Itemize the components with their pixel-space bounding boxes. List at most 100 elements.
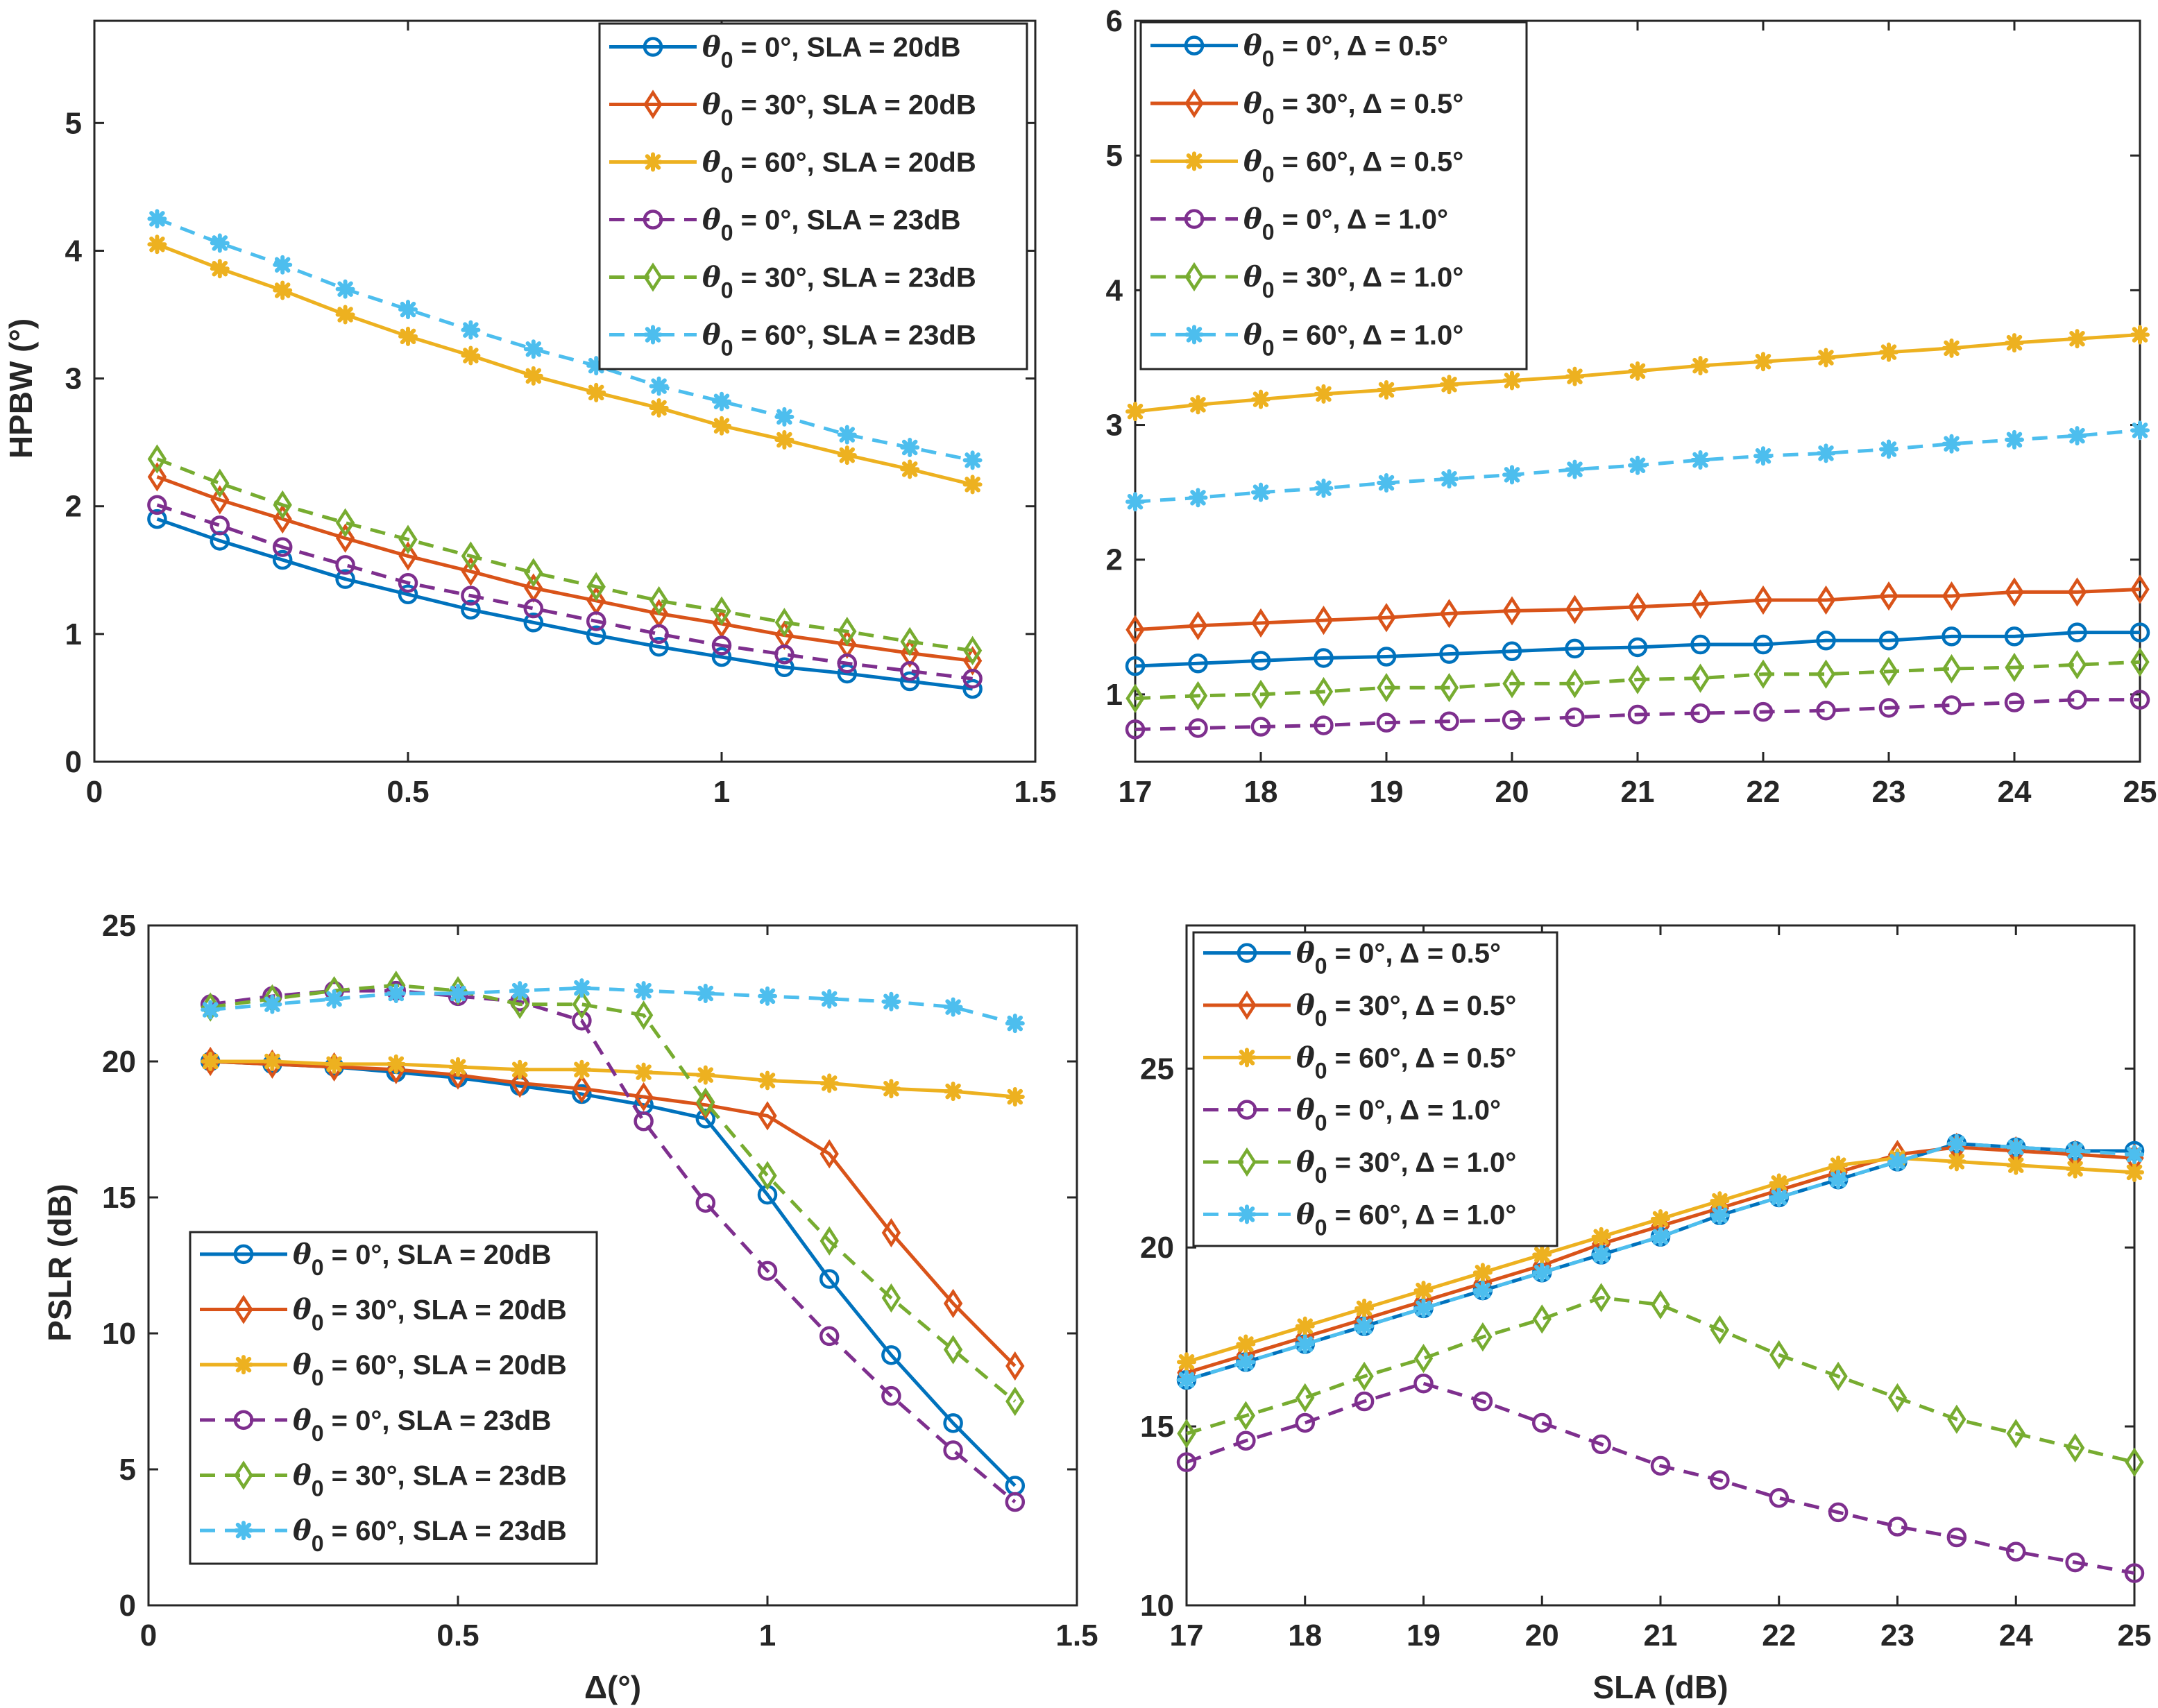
circle-marker: [1125, 719, 1146, 740]
asterisk-marker: [649, 398, 669, 418]
series-line: [156, 457, 973, 653]
diamond-marker: [1439, 599, 1459, 629]
series-1: [147, 509, 983, 699]
legend-item: θ0 = 30°, SLA = 20dB: [200, 1294, 567, 1335]
asterisk-marker: [881, 991, 901, 1011]
y-tick-label: 6: [1106, 4, 1123, 38]
series-3: [1125, 325, 2150, 422]
diamond-marker: [1942, 581, 1962, 611]
x-axis-label: Δ(°): [584, 1669, 641, 1705]
circle-marker: [2004, 626, 2025, 647]
diamond-marker: [1236, 1401, 1256, 1431]
asterisk-marker: [1251, 389, 1271, 409]
legend: θ0 = 0°, Δ = 0.5° θ0 = 30°, Δ = 0.5° θ0 = …: [1192, 931, 1558, 1247]
legend-label: θ0 = 30°, Δ = 0.5°: [1243, 87, 1463, 129]
asterisk-marker: [774, 407, 795, 427]
asterisk-marker: [1251, 482, 1271, 502]
y-tick-label: 1: [65, 617, 82, 651]
asterisk-marker: [1946, 1152, 1966, 1172]
circle-marker: [649, 624, 669, 644]
circle-marker: [899, 661, 920, 681]
diamond-marker: [2130, 647, 2150, 677]
asterisk-marker: [1651, 1227, 1670, 1247]
series-line: [156, 217, 974, 462]
diamond-marker: [1591, 1283, 1611, 1313]
x-tick-label: 0: [140, 1619, 157, 1653]
circle-marker: [2006, 1542, 2026, 1562]
legend-circle-marker: [1184, 35, 1205, 55]
circle-marker: [1690, 703, 1710, 724]
legend-label: θ0 = 60°, SLA = 23dB: [293, 1514, 567, 1556]
series-4: [1125, 690, 2150, 740]
asterisk-marker: [1236, 1334, 1256, 1354]
diamond-marker: [943, 1335, 963, 1365]
legend: θ0 = 0°, SLA = 20dB θ0 = 30°, SLA = 20dB θ…: [598, 22, 1028, 370]
circle-marker: [1942, 695, 1962, 715]
diamond-marker: [838, 617, 857, 647]
circle-marker: [962, 678, 983, 699]
y-tick-label: 25: [1140, 1052, 1174, 1086]
diamond-marker: [634, 1082, 654, 1112]
circle-marker: [272, 549, 293, 570]
legend-label: θ0 = 0°, Δ = 0.5°: [1243, 30, 1448, 71]
series-3: [147, 234, 983, 495]
x-tick-label: 17: [1119, 775, 1153, 809]
asterisk-marker: [2067, 426, 2087, 446]
circle-marker: [2004, 692, 2025, 712]
legend-label: θ0 = 60°, SLA = 23dB: [702, 319, 976, 361]
x-tick-label: 23: [1880, 1619, 1914, 1653]
diamond-marker: [1628, 665, 1647, 694]
legend-asterisk-marker: [1184, 325, 1204, 345]
asterisk-marker: [510, 1059, 530, 1079]
circle-marker: [1472, 1391, 1493, 1412]
circle-marker: [1650, 1455, 1671, 1476]
y-tick-label: 3: [1106, 409, 1123, 443]
y-tick-label: 4: [1106, 273, 1123, 307]
diamond-marker: [510, 1068, 529, 1098]
diamond-marker: [524, 558, 543, 588]
legend-label: θ0 = 30°, Δ = 1.0°: [1296, 1146, 1516, 1188]
series-line: [156, 517, 973, 691]
series-2: [1125, 574, 2150, 644]
diamond-marker: [2005, 577, 2024, 607]
legend-item: θ0 = 0°, Δ = 1.0°: [1203, 1094, 1501, 1136]
asterisk-marker: [1354, 1298, 1375, 1318]
circle-marker: [586, 611, 606, 631]
asterisk-marker: [1413, 1298, 1434, 1318]
asterisk-marker: [2005, 333, 2024, 353]
asterisk-marker: [1628, 361, 1647, 381]
asterisk-marker: [634, 1062, 654, 1082]
diamond-marker: [273, 504, 292, 534]
circle-marker: [1005, 1492, 1026, 1512]
circle-marker: [272, 537, 293, 557]
diamond-marker: [1942, 654, 1962, 684]
series-line: [1186, 1142, 2135, 1382]
asterisk-marker: [900, 438, 920, 458]
legend-asterisk-marker: [234, 1521, 253, 1541]
circle-marker: [2065, 1552, 2085, 1573]
diamond-marker: [147, 462, 167, 492]
asterisk-marker: [1651, 1209, 1670, 1229]
circle-marker: [757, 1261, 778, 1281]
legend-label: θ0 = 0°, SLA = 23dB: [293, 1404, 551, 1446]
legend-diamond-marker: [234, 1295, 253, 1324]
asterisk-marker: [1502, 465, 1522, 485]
diamond-marker: [1502, 596, 1522, 626]
legend-circle-marker: [643, 210, 663, 230]
circle-marker: [1753, 701, 1774, 722]
asterisk-marker: [448, 1057, 468, 1077]
legend-label: θ0 = 60°, SLA = 20dB: [702, 146, 976, 188]
diamond-marker: [1473, 1322, 1493, 1352]
legend-label: θ0 = 60°, Δ = 0.5°: [1296, 1041, 1516, 1083]
asterisk-marker: [572, 1059, 592, 1079]
asterisk-marker: [2125, 1145, 2144, 1165]
asterisk-marker: [1295, 1316, 1315, 1336]
x-tick-label: 1: [759, 1619, 776, 1653]
circle-marker: [572, 1010, 592, 1031]
legend-asterisk-marker: [643, 152, 663, 172]
asterisk-marker: [2065, 1159, 2085, 1179]
x-tick-label: 17: [1170, 1619, 1204, 1653]
diamond-marker: [712, 608, 731, 639]
y-tick-label: 5: [65, 106, 82, 140]
